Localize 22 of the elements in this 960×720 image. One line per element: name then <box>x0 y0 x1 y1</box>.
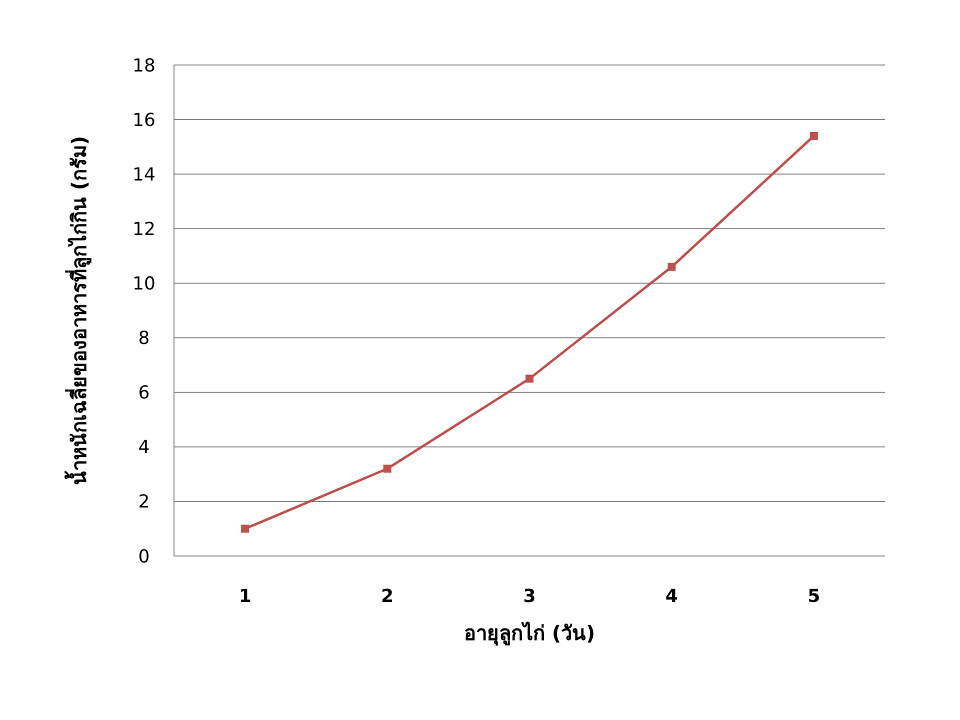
y-tick-label: 8 <box>138 328 150 350</box>
y-tick-label: 4 <box>138 437 150 458</box>
y-tick-label: 16 <box>132 110 156 131</box>
point <box>383 464 392 473</box>
point <box>810 132 818 140</box>
point <box>526 374 534 383</box>
y-tick-label: 12 <box>132 218 156 240</box>
x-axis-title: อายุลูกไก่ (วัน) <box>464 621 596 647</box>
y-tick-label: 14 <box>132 164 156 186</box>
y-axis-title: น้ำหนักเฉลี่ยของอาหารที่ลูกไก่กิน (กรัม) <box>64 136 93 486</box>
y-tick-label: 2 <box>138 492 150 513</box>
x-tick-label: 1 <box>238 586 252 607</box>
point <box>241 524 250 533</box>
point <box>668 262 676 271</box>
y-tick-label: 10 <box>132 274 156 295</box>
x-tick-label: 3 <box>523 586 536 607</box>
x-tick-label: 2 <box>381 586 394 607</box>
x-tick-label: 5 <box>808 586 820 607</box>
y-tick-label: 18 <box>132 55 156 76</box>
y-tick-label: 6 <box>138 382 150 404</box>
y-tick-label: 0 <box>138 546 150 568</box>
x-tick-label: 4 <box>665 586 678 607</box>
